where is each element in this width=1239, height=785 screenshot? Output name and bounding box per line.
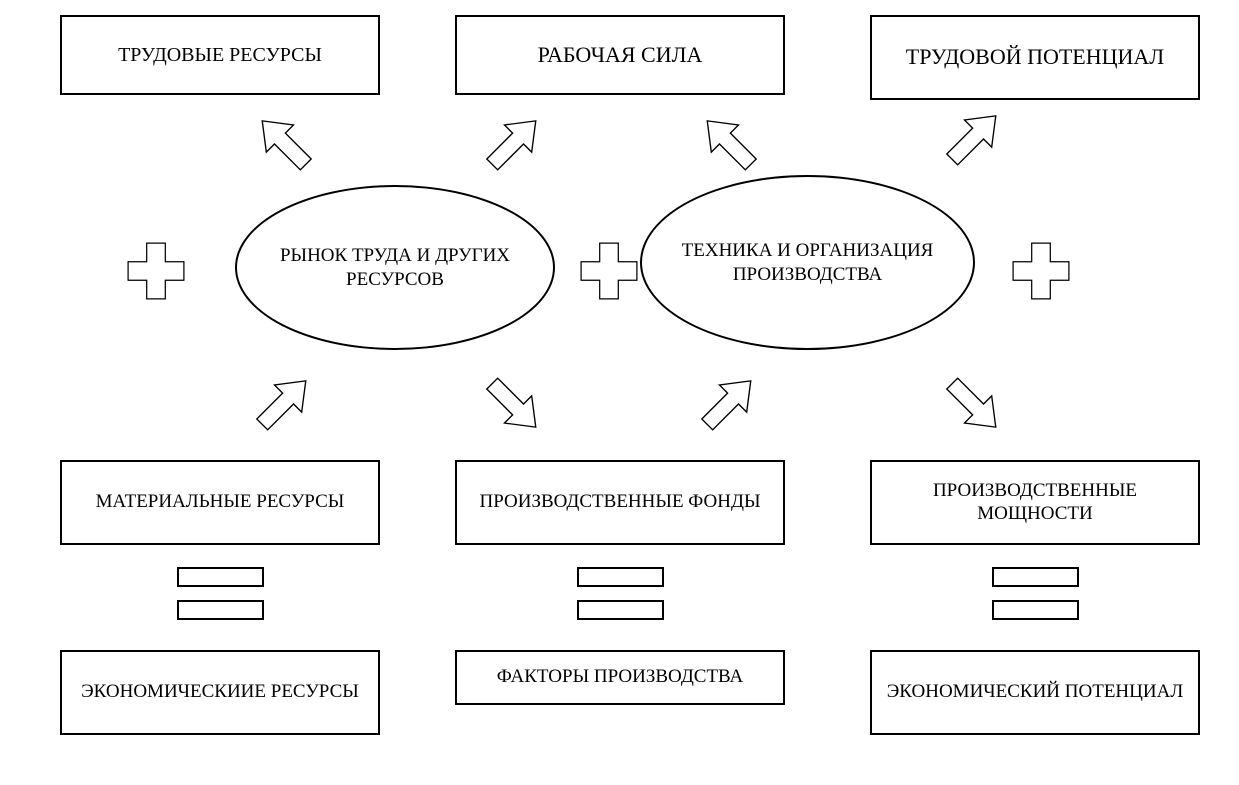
diagram-canvas: ТРУДОВЫЕ РЕСУРСЫ РАБОЧАЯ СИЛА ТРУДОВОЙ П… — [0, 0, 1239, 785]
node-label: ЭКОНОМИЧЕСКИИЕ РЕСУРСЫ — [81, 681, 359, 704]
node-production-capacity: ПРОИЗВОДСТВЕННЫЕ МОЩНОСТИ — [870, 460, 1200, 545]
node-label: ЭКОНОМИЧЕСКИЙ ПОТЕНЦИАЛ — [887, 681, 1183, 704]
plus-icon — [125, 240, 187, 302]
node-material-resources: МАТЕРИАЛЬНЫЕ РЕСУРСЫ — [60, 460, 380, 545]
node-labor-force: РАБОЧАЯ СИЛА — [455, 15, 785, 95]
node-label: РАБОЧАЯ СИЛА — [538, 42, 703, 68]
equals-icon — [575, 565, 670, 625]
arrow-icon — [695, 370, 763, 438]
plus-icon — [578, 240, 640, 302]
node-labor-potential: ТРУДОВОЙ ПОТЕНЦИАЛ — [870, 15, 1200, 100]
node-economic-potential: ЭКОНОМИЧЕСКИЙ ПОТЕНЦИАЛ — [870, 650, 1200, 735]
node-label: ТРУДОВОЙ ПОТЕНЦИАЛ — [906, 44, 1164, 70]
node-label: ПРОИЗВОДСТВЕННЫЕ МОЩНОСТИ — [880, 480, 1190, 526]
node-economic-resources: ЭКОНОМИЧЕСКИИЕ РЕСУРСЫ — [60, 650, 380, 735]
arrow-icon — [480, 110, 548, 178]
plus-icon — [1010, 240, 1072, 302]
node-label: РЫНОК ТРУДА И ДРУГИХ РЕСУРСОВ — [261, 244, 529, 292]
node-labor-market: РЫНОК ТРУДА И ДРУГИХ РЕСУРСОВ — [235, 185, 555, 350]
node-label: ФАКТОРЫ ПРОИЗВОДСТВА — [497, 666, 744, 689]
node-production-factors: ФАКТОРЫ ПРОИЗВОДСТВА — [455, 650, 785, 705]
node-label: ТЕХНИКА И ОРГАНИЗАЦИЯ ПРОИЗВОДСТВА — [666, 239, 949, 287]
equals-icon — [990, 565, 1085, 625]
node-label: ТРУДОВЫЕ РЕСУРСЫ — [118, 43, 322, 67]
equals-icon — [175, 565, 270, 625]
arrow-icon — [940, 370, 1008, 438]
node-labor-resources: ТРУДОВЫЕ РЕСУРСЫ — [60, 15, 380, 95]
arrow-icon — [695, 110, 763, 178]
arrow-icon — [250, 110, 318, 178]
arrow-icon — [940, 105, 1008, 173]
arrow-icon — [480, 370, 548, 438]
node-tech-organization: ТЕХНИКА И ОРГАНИЗАЦИЯ ПРОИЗВОДСТВА — [640, 175, 975, 350]
node-label: МАТЕРИАЛЬНЫЕ РЕСУРСЫ — [96, 491, 345, 514]
node-production-funds: ПРОИЗВОДСТВЕННЫЕ ФОНДЫ — [455, 460, 785, 545]
arrow-icon — [250, 370, 318, 438]
node-label: ПРОИЗВОДСТВЕННЫЕ ФОНДЫ — [479, 491, 760, 514]
